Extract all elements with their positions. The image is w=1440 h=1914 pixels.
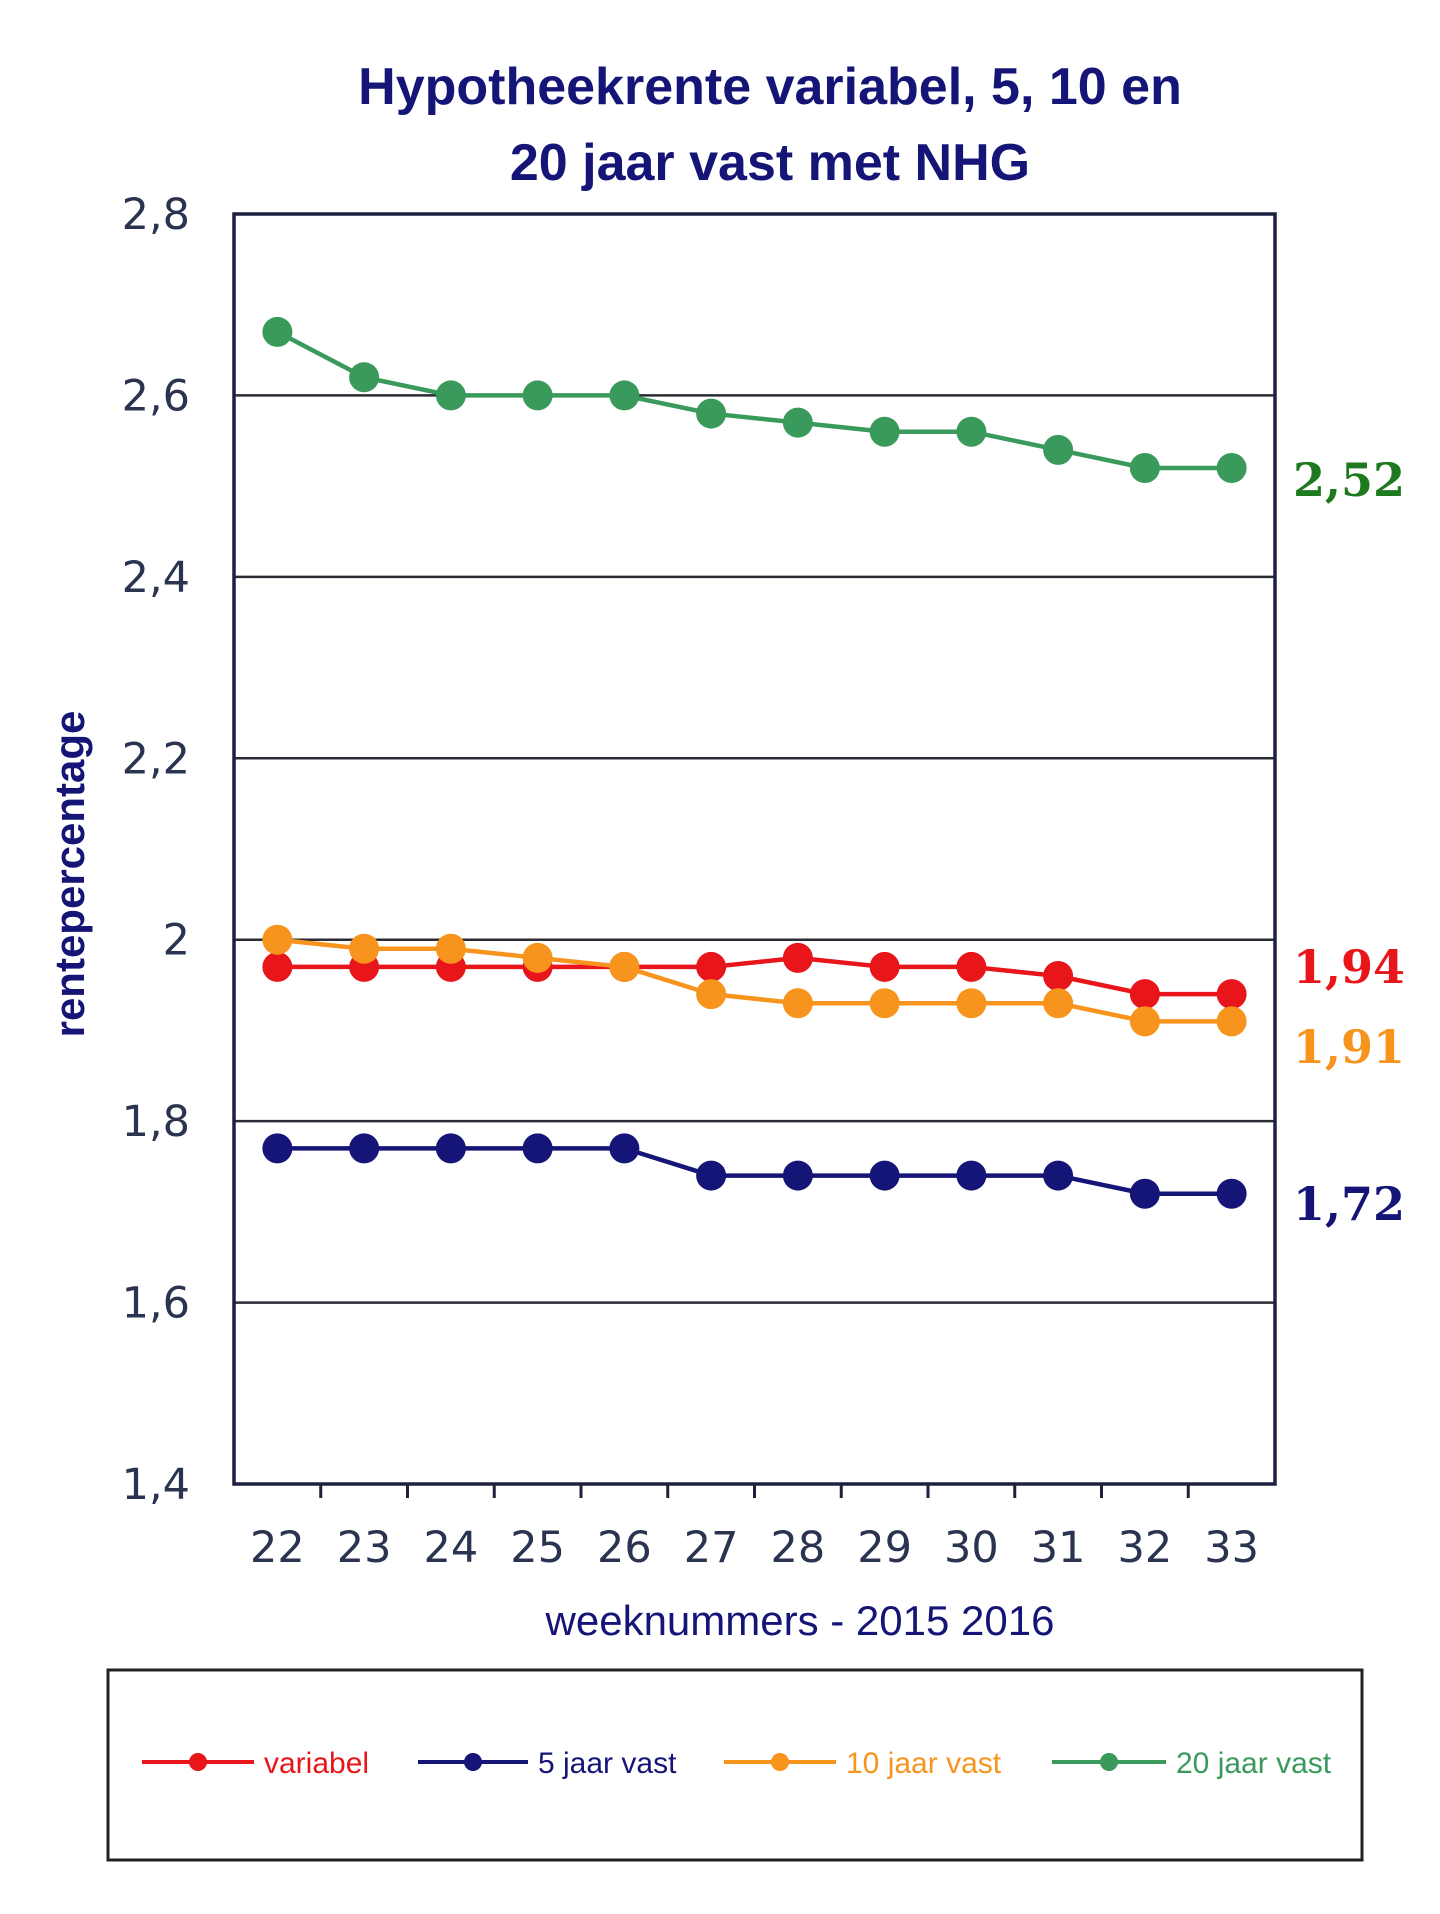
legend-label: 20 jaar vast [1176, 1747, 1332, 1780]
x-tick-label: 24 [424, 1523, 479, 1573]
series-point [1129, 979, 1160, 1010]
x-tick-label: 30 [944, 1523, 999, 1573]
series-point [1129, 1178, 1160, 1209]
y-tick-label: 1,8 [122, 1097, 190, 1147]
series-point [1129, 453, 1160, 483]
end-labels: 1,94 1,72 1,91 2,52 [1293, 453, 1405, 1231]
x-tick-label: 27 [684, 1523, 739, 1573]
y-tick-label: 2,8 [122, 190, 190, 240]
series-point [696, 398, 727, 429]
series-point [609, 1133, 640, 1164]
y-axis-label: rentepercentage [46, 711, 93, 1038]
series-end-label: 1,94 [1293, 940, 1405, 994]
series-point [349, 933, 380, 964]
series-line [276, 329, 1232, 471]
series-point [609, 951, 640, 982]
series-point [1216, 453, 1247, 483]
series-point [1043, 961, 1074, 991]
legend: variabel 5 jaar vast 10 jaar vast 20 jaar v… [106, 1668, 1364, 1862]
series-point [1043, 1160, 1074, 1191]
x-axis: 22 23 24 25 26 27 28 29 30 31 32 33 [250, 1484, 1259, 1573]
series-point [349, 1133, 380, 1164]
legend-marker [189, 1753, 207, 1771]
series-point [435, 380, 466, 411]
series-point [1043, 434, 1074, 465]
series-point [956, 951, 987, 982]
x-tick-label: 28 [771, 1523, 826, 1573]
series-point [522, 942, 553, 973]
x-axis-label: weeknummers - 2015 2016 [545, 1597, 1055, 1644]
series-point [1216, 1178, 1247, 1209]
series-point [435, 933, 466, 964]
series-point [1043, 988, 1074, 1019]
legend-marker [464, 1753, 482, 1771]
series-point [609, 380, 640, 411]
series-point [956, 1160, 987, 1191]
y-axis: 1,4 1,6 1,8 2 2,2 2,4 2,6 2,8 [122, 190, 190, 1510]
series-point [349, 362, 380, 393]
x-tick-label: 22 [250, 1523, 305, 1573]
series-end-label: 2,52 [1293, 453, 1405, 507]
series-point [262, 316, 293, 347]
series-point [696, 979, 727, 1010]
x-tick-label: 25 [510, 1523, 565, 1573]
series-point [262, 924, 293, 955]
plot-area-border [232, 212, 1277, 1486]
series-point [869, 416, 900, 447]
y-tick-label: 2 [163, 916, 190, 966]
y-tick-label: 2,4 [122, 553, 190, 603]
series-point [696, 1160, 727, 1191]
chart-title-line: Hypotheekrente variabel, 5, 10 en [358, 58, 1182, 116]
series-point [1216, 1006, 1247, 1037]
series-point [1216, 979, 1247, 1010]
series-point [522, 380, 553, 411]
x-tick-label: 33 [1204, 1523, 1259, 1573]
series-point [782, 1160, 813, 1191]
chart-title: Hypotheekrente variabel, 5, 10 en 20 jaar… [358, 58, 1182, 192]
series-point [782, 942, 813, 973]
series-point [782, 407, 813, 438]
series-point [1129, 1006, 1160, 1037]
series-point [435, 1133, 466, 1164]
y-tick-label: 2,6 [122, 371, 190, 421]
y-tick-label: 1,6 [122, 1279, 190, 1329]
series-point [956, 988, 987, 1019]
axis-labels: rentepercentage weeknummers - 2015 2016 [46, 711, 1054, 1644]
series-line [277, 955, 1232, 997]
series-point [956, 416, 987, 447]
series-point [522, 1133, 553, 1164]
x-tick-label: 29 [857, 1523, 912, 1573]
series-point [782, 988, 813, 1019]
legend-marker [771, 1753, 789, 1771]
plot-frame [232, 212, 1277, 1486]
series-end-label: 1,72 [1293, 1177, 1405, 1231]
series-point [262, 951, 293, 982]
series-point [869, 988, 900, 1019]
y-tick-label: 2,2 [122, 734, 190, 784]
series-point [262, 1133, 293, 1164]
x-tick-label: 23 [337, 1523, 392, 1573]
legend-box [106, 1668, 1364, 1862]
legend-label: 10 jaar vast [846, 1747, 1002, 1780]
x-tick-label: 31 [1031, 1523, 1086, 1573]
gridlines [234, 394, 1275, 1304]
legend-label: variabel [264, 1747, 369, 1780]
series-line [277, 1146, 1232, 1196]
series [262, 316, 1247, 1209]
series-point [696, 951, 727, 982]
legend-marker [1100, 1753, 1118, 1771]
x-tick-label: 32 [1118, 1523, 1173, 1573]
series-end-label: 1,91 [1293, 1020, 1405, 1074]
legend-label: 5 jaar vast [538, 1747, 677, 1780]
series-point [869, 1160, 900, 1191]
x-tick-label: 26 [597, 1523, 652, 1573]
series-point [869, 951, 900, 982]
y-tick-label: 1,4 [122, 1460, 190, 1510]
chart-title-line: 20 jaar vast met NHG [510, 134, 1030, 192]
